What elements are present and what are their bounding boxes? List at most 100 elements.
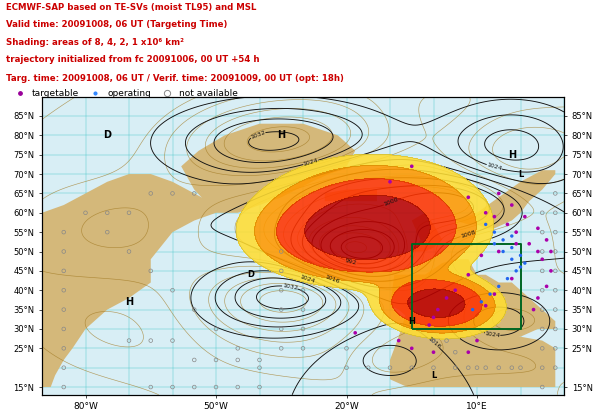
Point <box>511 240 521 247</box>
Polygon shape <box>181 124 355 213</box>
Point <box>481 221 491 228</box>
Point <box>407 345 416 352</box>
Text: 1016: 1016 <box>323 274 340 284</box>
Point <box>429 364 439 371</box>
Point <box>81 210 91 216</box>
Point <box>538 287 547 294</box>
Polygon shape <box>412 213 442 252</box>
Text: D: D <box>103 130 111 140</box>
Point <box>350 329 360 336</box>
Text: D: D <box>247 270 254 279</box>
Text: 1008: 1008 <box>460 230 476 239</box>
Point <box>507 364 517 371</box>
Point <box>481 210 491 216</box>
Point <box>524 240 534 247</box>
Legend: targetable, operating, not available: targetable, operating, not available <box>8 86 241 102</box>
Text: trajectory initialized from fc 20091006, 00 UT +54 h: trajectory initialized from fc 20091006,… <box>6 55 260 64</box>
Point <box>277 306 286 313</box>
Point <box>451 349 460 356</box>
Text: 992: 992 <box>344 258 358 266</box>
Point <box>59 345 68 352</box>
Point <box>472 364 482 371</box>
Point <box>494 248 503 255</box>
Point <box>190 306 199 313</box>
Point <box>551 287 560 294</box>
Point <box>277 287 286 294</box>
Point <box>516 264 526 270</box>
Text: 1024: 1024 <box>299 274 316 284</box>
Point <box>551 210 560 216</box>
Point <box>464 271 473 278</box>
Point <box>59 268 68 274</box>
Text: Targ. time: 20091008, 06 UT / Verif. time: 20091009, 00 UT (opt: 18h): Targ. time: 20091008, 06 UT / Verif. tim… <box>6 74 344 83</box>
Point <box>211 326 221 332</box>
Point <box>490 213 499 220</box>
Point <box>538 210 547 216</box>
Point <box>485 291 495 297</box>
Text: 1016: 1016 <box>426 336 441 350</box>
Point <box>442 294 451 301</box>
Point <box>124 337 134 344</box>
Point <box>124 210 134 216</box>
Point <box>516 364 526 371</box>
Point <box>146 384 155 391</box>
Point <box>364 364 373 371</box>
Point <box>538 345 547 352</box>
Point <box>490 229 499 236</box>
Point <box>516 252 526 259</box>
Point <box>551 345 560 352</box>
Point <box>59 287 68 294</box>
Point <box>551 326 560 332</box>
Point <box>233 384 242 391</box>
Point <box>190 357 199 363</box>
Point <box>342 345 352 352</box>
Point <box>546 268 556 274</box>
Text: H: H <box>277 130 286 140</box>
Point <box>407 163 416 170</box>
Point <box>507 256 517 262</box>
Text: L: L <box>518 170 523 178</box>
Text: 1032: 1032 <box>282 283 298 291</box>
Point <box>59 364 68 371</box>
Point <box>255 364 265 371</box>
Point <box>277 345 286 352</box>
Text: Valid time: 20091008, 06 UT (Targeting Time): Valid time: 20091008, 06 UT (Targeting T… <box>6 20 227 29</box>
Text: 1000: 1000 <box>383 197 399 207</box>
Point <box>59 229 68 236</box>
Point <box>499 248 508 255</box>
Point <box>538 364 547 371</box>
Text: H: H <box>508 150 516 160</box>
Text: 1024: 1024 <box>486 163 502 172</box>
Point <box>481 364 491 371</box>
Point <box>342 364 352 371</box>
Point <box>533 225 543 232</box>
Point <box>429 337 439 344</box>
Point <box>476 252 486 259</box>
Text: 1032: 1032 <box>250 129 266 139</box>
Point <box>520 213 530 220</box>
Point <box>468 306 478 313</box>
Point <box>255 357 265 363</box>
Point <box>146 337 155 344</box>
Point <box>533 294 543 301</box>
Point <box>472 337 482 344</box>
Point <box>298 326 308 332</box>
Point <box>451 364 460 371</box>
Point <box>59 326 68 332</box>
Point <box>429 314 439 321</box>
Point <box>520 260 530 266</box>
Point <box>451 287 460 294</box>
Point <box>255 384 265 391</box>
Text: Shading: areas of 8, 4, 2, 1 x10⁶ km²: Shading: areas of 8, 4, 2, 1 x10⁶ km² <box>6 38 184 47</box>
Point <box>385 178 395 185</box>
Point <box>168 190 178 197</box>
Point <box>533 248 543 255</box>
Point <box>503 275 512 282</box>
Text: H: H <box>409 317 415 326</box>
Polygon shape <box>390 259 556 337</box>
Point <box>538 256 547 262</box>
Point <box>494 190 503 197</box>
Point <box>442 337 451 344</box>
Point <box>424 322 434 328</box>
Point <box>103 210 112 216</box>
